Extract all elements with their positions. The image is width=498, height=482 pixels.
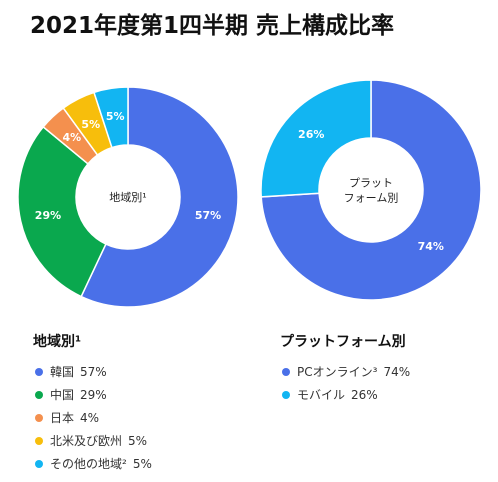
legend-item: その他の地域² 5% <box>33 452 152 475</box>
legend-swatch <box>35 436 43 445</box>
center-label-1: プラット <box>349 177 393 190</box>
legend-swatch <box>35 459 43 468</box>
legend-value: 57% <box>80 364 107 379</box>
legend-item: モバイル 26% <box>280 383 410 406</box>
legend-label: 中国 <box>50 388 75 402</box>
center-label-0: 地域別¹ <box>109 191 146 204</box>
legend-item: PCオンライン³ 74% <box>280 360 410 383</box>
legend-value: 4% <box>80 410 100 425</box>
legend-label: 日本 <box>50 411 75 425</box>
slice-0-1 <box>17 125 107 298</box>
legend-region: 地域別¹ 韓国 57% 中国 29% 日本 4% 北米及び欧州 5% その他の地域² 5% <box>33 331 152 475</box>
legend-label: モバイル <box>297 388 346 402</box>
legend-label: 韓国 <box>50 365 75 379</box>
center-label-1: フォーム別 <box>344 192 399 205</box>
legend-item: 中国 29% <box>33 383 152 406</box>
slice-label-0-2: 4% <box>63 131 82 144</box>
legend-label: 北米及び欧州 <box>50 434 123 448</box>
legend-swatch <box>282 367 290 376</box>
legend-value: 5% <box>132 456 152 471</box>
legend-swatch <box>35 367 43 376</box>
slice-label-1-1: 26% <box>298 128 324 141</box>
legend-item: 日本 4% <box>33 406 152 429</box>
donut-platform: 74% 26% プラットフォーム別 <box>260 79 482 301</box>
legend-value: 74% <box>383 364 411 379</box>
slice-1-0 <box>260 79 482 301</box>
slice-0-0 <box>80 86 239 308</box>
legend-value: 29% <box>80 387 107 402</box>
legend-swatch <box>35 390 43 399</box>
slice-label-0-3: 5% <box>81 118 100 131</box>
legend-value: 26% <box>351 387 378 402</box>
legend-platform-title: プラットフォーム別 <box>280 334 406 350</box>
slice-label-1-0: 74% <box>418 240 444 253</box>
slice-1-1 <box>260 79 372 198</box>
slice-label-0-0: 57% <box>195 209 221 222</box>
slice-label-0-1: 29% <box>35 209 61 222</box>
legend-swatch <box>35 413 43 422</box>
legend-label: PCオンライン³ <box>297 365 378 379</box>
legend-label: その他の地域² <box>50 457 127 471</box>
legend-swatch <box>282 390 290 399</box>
legend-item: 韓国 57% <box>33 360 152 383</box>
chart-title: 2021年度第1四半期 売上構成比率 <box>30 13 395 39</box>
legend-platform: プラットフォーム別 PCオンライン³ 74% モバイル 26% <box>280 331 410 406</box>
slice-label-0-4: 5% <box>106 110 125 123</box>
slice-0-4 <box>93 86 129 149</box>
donut-region: 57%29%4%5%5%地域別¹ <box>17 86 239 308</box>
legend-region-title: 地域別¹ <box>33 334 82 350</box>
legend-value: 5% <box>128 433 148 448</box>
legend-item: 北米及び欧州 5% <box>33 429 152 452</box>
